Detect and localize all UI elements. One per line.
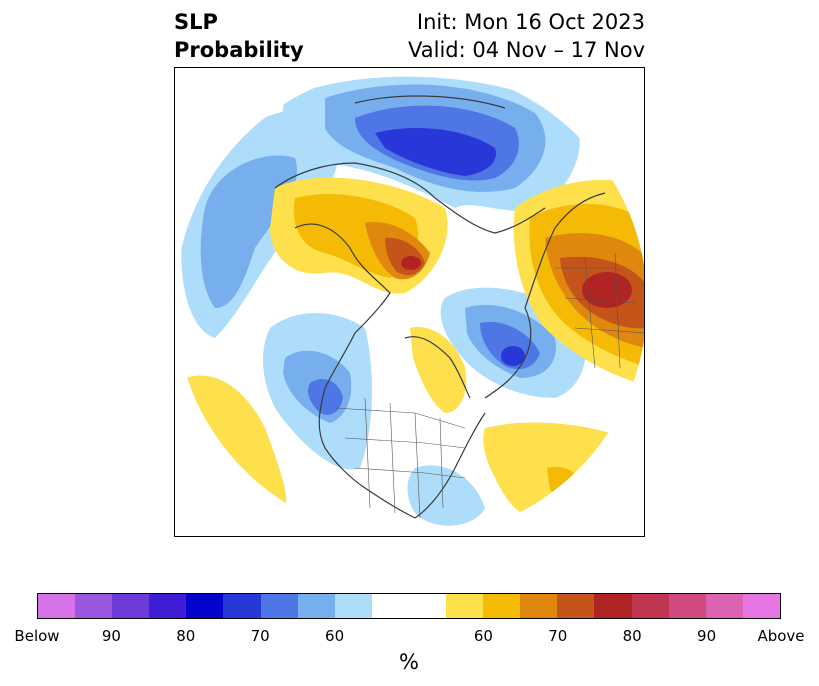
colorbar-tick-label: 60 — [473, 627, 493, 645]
borders — [334, 252, 644, 519]
probability-map-svg — [175, 68, 644, 536]
colorbar-swatch — [557, 594, 595, 618]
colorbar-swatch — [38, 594, 76, 618]
colorbar-swatch — [112, 594, 150, 618]
region-pacific-subtropical-high — [183, 375, 287, 508]
region-namerica-low-inner — [308, 378, 343, 415]
colorbar-unit-label: % — [399, 650, 419, 674]
polar-map — [174, 67, 645, 537]
colorbar-swatch — [334, 594, 372, 618]
colorbar-swatch — [223, 594, 261, 618]
region-pacific-low-inner — [200, 155, 297, 308]
colorbar-swatch — [371, 594, 409, 618]
colorbar-tick-label: Above — [757, 627, 805, 645]
region-hudson-high — [410, 327, 467, 413]
coastlines — [274, 95, 606, 519]
region-atlantic-low-core — [501, 346, 525, 366]
colorbar — [37, 593, 781, 619]
colorbar-tick-label: Below — [14, 627, 60, 645]
region-siberia-high-peak — [582, 272, 632, 308]
colorbar-swatch — [631, 594, 669, 618]
colorbar-tick-label: 80 — [176, 627, 196, 645]
colorbar-tick-label: 80 — [622, 627, 642, 645]
colorbar-swatch — [483, 594, 521, 618]
colorbar-tick-label: 90 — [697, 627, 717, 645]
colorbar-tick-label: 90 — [101, 627, 121, 645]
colorbar-swatch — [408, 594, 447, 618]
colorbar-swatch — [149, 594, 187, 618]
init-date: Init: Mon 16 Oct 2023 — [416, 10, 645, 34]
region-atlantic-subtropical-high-outer — [483, 422, 610, 519]
colorbar-swatch — [260, 594, 298, 618]
colorbar-swatch — [520, 594, 558, 618]
region-arctic-low-core — [375, 128, 496, 176]
colorbar-swatch — [668, 594, 706, 618]
colorbar-tick-label: 70 — [548, 627, 568, 645]
colorbar-swatch — [297, 594, 335, 618]
colorbar-swatch — [742, 594, 780, 618]
region-alaska-high-peak — [401, 256, 421, 270]
valid-range: Valid: 04 Nov – 17 Nov — [408, 38, 645, 62]
colorbar-tick-label: 70 — [250, 627, 270, 645]
region-us-east-low — [407, 465, 485, 526]
map-dates: Init: Mon 16 Oct 2023 Valid: 04 Nov – 17… — [408, 8, 645, 64]
colorbar-swatch — [446, 594, 484, 618]
colorbar-swatch — [186, 594, 224, 618]
colorbar-swatch — [594, 594, 632, 618]
title-field: Probability — [174, 38, 304, 62]
map-title: SLP Probability — [174, 8, 304, 64]
colorbar-swatch — [705, 594, 743, 618]
title-variable: SLP — [174, 10, 218, 34]
region-atlantic-subtropical-high-inner — [547, 466, 583, 496]
colorbar-swatch — [75, 594, 113, 618]
colorbar-tick-label: 60 — [325, 627, 345, 645]
